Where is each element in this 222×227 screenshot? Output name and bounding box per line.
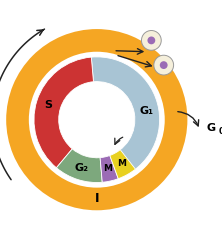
Wedge shape <box>6 29 187 210</box>
Wedge shape <box>91 57 160 180</box>
Text: S: S <box>45 99 53 109</box>
Text: G₁: G₁ <box>139 106 153 116</box>
Wedge shape <box>110 150 135 179</box>
Wedge shape <box>34 57 93 168</box>
Circle shape <box>147 37 155 44</box>
Text: G: G <box>207 123 216 133</box>
Circle shape <box>154 55 174 75</box>
Wedge shape <box>100 155 118 182</box>
Text: G₂: G₂ <box>75 163 89 173</box>
Wedge shape <box>56 149 102 183</box>
Text: M: M <box>117 159 126 168</box>
Circle shape <box>160 61 168 69</box>
Text: I: I <box>95 192 99 205</box>
Circle shape <box>141 30 161 50</box>
Text: M: M <box>103 164 112 173</box>
Text: 0: 0 <box>218 127 222 136</box>
